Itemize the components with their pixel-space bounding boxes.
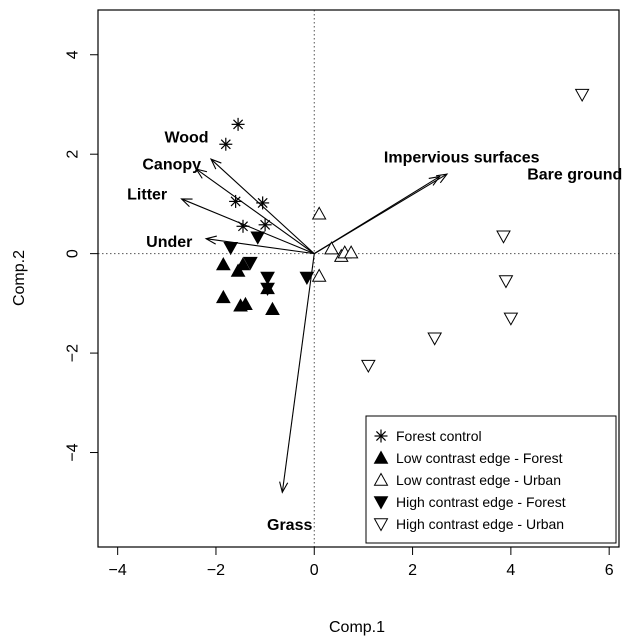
point-asterisk <box>256 196 270 210</box>
legend: Forest control Low contrast edge - Forest… <box>365 415 617 544</box>
vector-bare-ground <box>313 175 441 255</box>
y-tick-label: 2 <box>65 150 82 159</box>
legend-box <box>365 415 617 544</box>
point-triangle-down-open <box>503 312 519 326</box>
point-triangle-down-open <box>574 88 590 103</box>
point-triangle-down-filled <box>243 256 258 271</box>
point-triangle-up-filled <box>215 289 231 304</box>
plot-frame <box>97 9 620 548</box>
y-tick-label: −4 <box>65 443 82 461</box>
legend-marker <box>374 429 388 443</box>
legend-entry: Low contrast edge - Forest <box>396 450 563 466</box>
x-axis-label: Comp.1 <box>329 619 385 636</box>
label-under: Under <box>146 234 192 251</box>
point-asterisk <box>236 219 250 233</box>
point-triangle-down-open <box>360 359 376 374</box>
legend-marker <box>373 450 389 464</box>
vector-under <box>204 235 315 255</box>
y-tick-label: 0 <box>65 249 82 258</box>
vector-labels: Wood Canopy Litter Under Impervious surfaces… <box>127 129 622 534</box>
label-wood: Wood <box>164 129 208 146</box>
data-points <box>215 88 590 374</box>
legend-marker <box>373 518 389 532</box>
point-triangle-down-open <box>498 275 514 289</box>
point-triangle-down-filled <box>260 282 275 296</box>
x-tick-label: 6 <box>605 562 614 579</box>
x-tick-label: −2 <box>207 562 225 579</box>
point-triangle-up-open <box>311 268 327 282</box>
axes: −4 −2 0 2 4 6 −4 −2 0 2 4 <box>65 50 614 579</box>
label-impervious-surfaces: Impervious surfaces <box>384 149 540 166</box>
point-triangle-down-filled <box>223 241 239 256</box>
legend-entry: Forest control <box>396 428 482 444</box>
x-tick-label: 2 <box>408 562 417 579</box>
point-triangle-up-open <box>324 241 339 255</box>
label-bare-ground: Bare ground <box>527 167 622 184</box>
point-triangle-up-filled <box>235 257 251 271</box>
point-asterisk <box>229 194 243 208</box>
x-tick-label: −4 <box>109 562 127 579</box>
legend-entry: High contrast edge - Forest <box>396 494 566 510</box>
label-canopy: Canopy <box>142 157 201 174</box>
point-triangle-down-filled <box>260 271 275 286</box>
y-axis-label: Comp.2 <box>11 250 28 306</box>
vector-canopy <box>195 168 315 255</box>
point-triangle-down-open <box>496 230 511 244</box>
point-triangle-up-open <box>343 245 359 259</box>
y-tick-label: −2 <box>65 344 82 362</box>
point-asterisk <box>219 137 233 151</box>
vector-grass <box>279 253 315 494</box>
point-triangle-down-filled <box>299 271 315 286</box>
legend-marker <box>373 496 389 510</box>
legend-entry: High contrast edge - Urban <box>396 516 564 532</box>
point-triangle-up-filled <box>230 263 246 277</box>
point-triangle-up-open <box>311 206 327 220</box>
point-triangle-down-filled <box>250 231 266 245</box>
point-triangle-down-open <box>427 332 443 346</box>
point-asterisk <box>231 117 245 131</box>
point-triangle-up-filled <box>215 257 231 271</box>
point-triangle-up-filled <box>238 296 253 311</box>
point-triangle-up-filled <box>265 301 280 316</box>
point-asterisk <box>258 218 272 232</box>
x-tick-label: 0 <box>310 562 319 579</box>
label-litter: Litter <box>127 187 167 204</box>
y-tick-label: 4 <box>65 50 82 59</box>
legend-entry: Low contrast edge - Urban <box>396 472 561 488</box>
x-tick-label: 4 <box>506 562 515 579</box>
legend-marker <box>373 472 389 486</box>
label-grass: Grass <box>267 517 312 534</box>
